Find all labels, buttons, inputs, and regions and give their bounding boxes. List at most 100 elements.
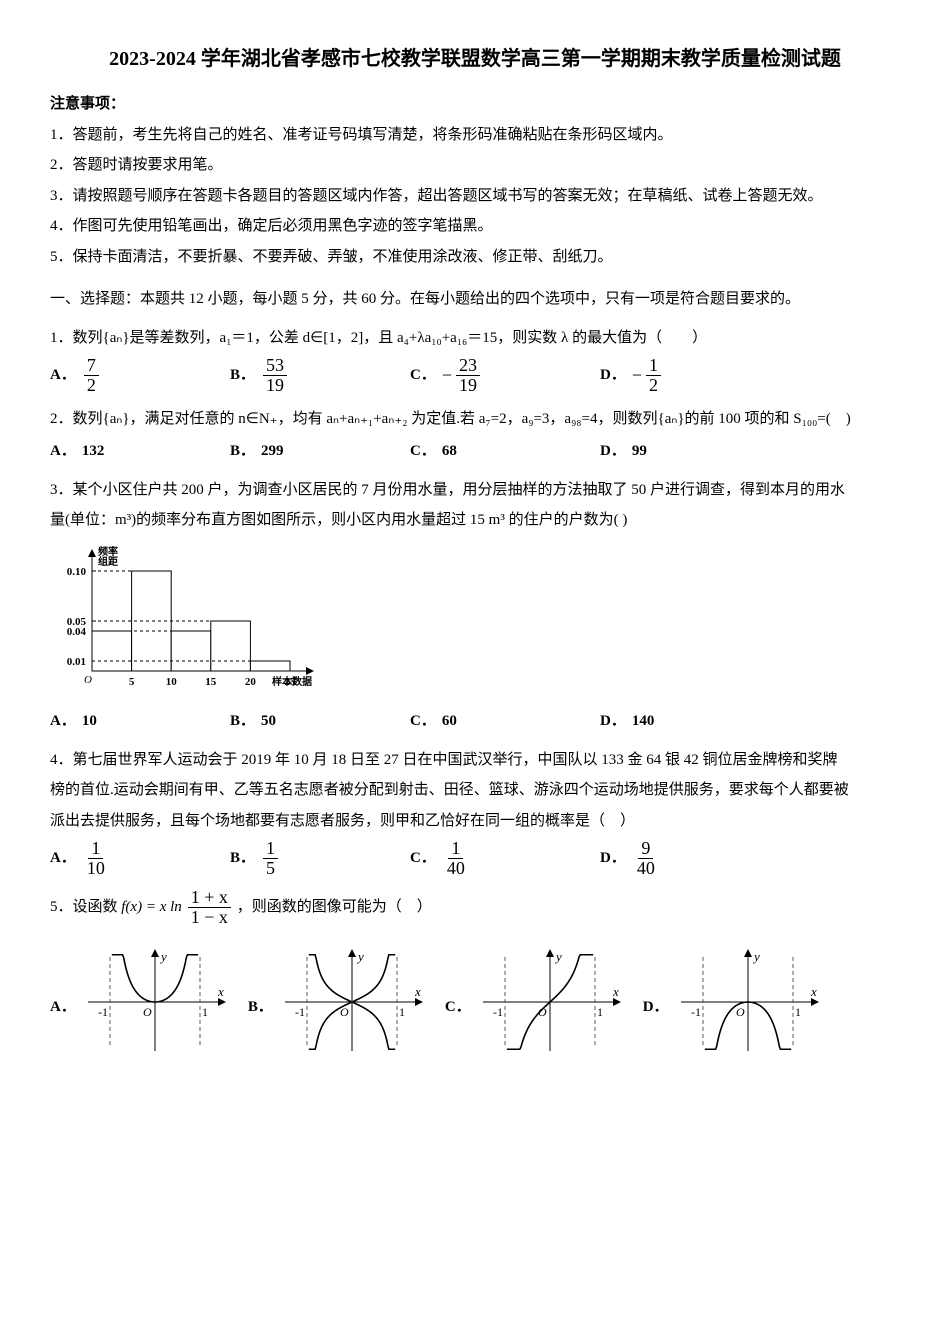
q5-pre: 5．设函数 [50,899,121,915]
option-label: D． [600,707,626,736]
q5-frac-num: 1 + x [188,888,231,908]
option-label: D． [600,361,626,390]
numerator: 1 [88,839,103,859]
option: D．99 [600,437,750,466]
option-label: B． [230,707,255,736]
q5-stem: 5．设函数 f(x) = x ln 1 + x 1 − x ，则函数的图像可能为… [50,888,900,927]
denominator: 10 [84,859,108,878]
svg-text:x: x [810,984,817,999]
svg-text:-1: -1 [295,1005,305,1019]
svg-text:O: O [84,674,92,686]
q2-stem: 2．数列{aₙ}，满足对任意的 n∈N₊，均有 aₙ+aₙ₊₁+aₙ₊₂ 为定值… [50,405,900,434]
svg-text:O: O [736,1005,745,1019]
q5-function: f(x) = x ln 1 + x 1 − x [121,888,233,927]
svg-text:-1: -1 [691,1005,701,1019]
option: B． 15 [230,839,410,878]
option-label: A． [50,993,76,1022]
svg-text:组距: 组距 [98,555,118,568]
svg-text:y: y [752,949,760,964]
minus-sign: − [442,358,452,392]
option-label: C． [410,361,436,390]
svg-text:1: 1 [597,1005,603,1019]
fraction: 110 [84,839,108,878]
fraction: 12 [646,356,661,395]
option-text: 299 [261,437,284,466]
option-label: D． [600,437,626,466]
q5-frac: 1 + x 1 − x [188,888,231,927]
page-title: 2023-2024 学年湖北省孝感市七校教学联盟数学高三第一学期期末教学质量检测… [50,40,900,78]
numerator: 23 [456,356,480,376]
minus-sign: − [632,358,642,392]
notice-item: 1．答题前，考生先将自己的姓名、准考证号码填写清楚，将条形码准确粘贴在条形码区域… [50,121,900,150]
denominator: 19 [263,376,287,395]
option-label: B． [230,844,255,873]
svg-text:0.10: 0.10 [67,566,87,578]
option-text: 60 [442,707,457,736]
numerator: 53 [263,356,287,376]
fraction: 140 [444,839,468,878]
notice-item: 3．请按照题号顺序在答题卡各题目的答题区域内作答，超出答题区域书写的答案无效；在… [50,182,900,211]
svg-text:y: y [356,949,364,964]
option: D．−12 [600,356,750,395]
svg-text:10: 10 [166,676,178,688]
svg-text:20: 20 [245,676,257,688]
option-label: A． [50,437,76,466]
q4-options: A．110B．15C．140D．940 [50,839,900,878]
numerator: 1 [263,839,278,859]
function-graph: -11Oxy [673,947,823,1068]
option: C．60 [410,707,600,736]
denominator: 5 [263,859,278,878]
fraction: 940 [634,839,658,878]
option: B．50 [230,707,410,736]
option-text: 68 [442,437,457,466]
svg-text:样本数据: 样本数据 [272,675,312,688]
denominator: 2 [84,376,99,395]
option-text: 140 [632,707,655,736]
q3-stem1: 3．某个小区住户共 200 户，为调查小区居民的 7 月份用水量，用分层抽样的方… [50,476,900,505]
svg-text:O: O [143,1005,152,1019]
svg-text:5: 5 [129,676,135,688]
option-label: B． [248,993,273,1022]
denominator: 40 [634,859,658,878]
option-label: C． [410,437,436,466]
function-graph: -11Oxy [80,947,230,1068]
svg-text:15: 15 [205,676,217,688]
q5-frac-den: 1 − x [188,908,231,927]
notice-head: 注意事项： [50,90,900,119]
q3-stem2: 量(单位：m³)的频率分布直方图如图所示，则小区内用水量超过 15 m³ 的住户… [50,506,900,535]
svg-text:y: y [159,949,167,964]
denominator: 19 [456,376,480,395]
histogram: 0.100.050.040.01510152025O频率组距样本数据 [50,543,900,704]
section-heading: 一、选择题：本题共 12 小题，每小题 5 分，共 60 分。在每小题给出的四个… [50,285,900,314]
svg-text:-1: -1 [493,1005,503,1019]
q5-fx: f(x) = x ln [121,893,182,922]
option-text: 99 [632,437,647,466]
denominator: 40 [444,859,468,878]
svg-text:x: x [217,984,224,999]
q3-options: A．10B．50C．60D．140 [50,707,900,736]
option-text: 10 [82,707,97,736]
option: B．299 [230,437,410,466]
option: A．110 [50,839,230,878]
notice-item: 5．保持卡面清洁，不要折暴、不要弄破、弄皱，不准使用涂改液、修正带、刮纸刀。 [50,243,900,272]
option-label: B． [230,361,255,390]
numerator: 1 [646,356,661,376]
fraction: 5319 [263,356,287,395]
svg-text:0.04: 0.04 [67,626,87,638]
option-text: 132 [82,437,105,466]
svg-text:x: x [612,984,619,999]
svg-text:y: y [554,949,562,964]
q1-options: A．72B．5319C．−2319D．−12 [50,356,900,395]
q5-graphs: A．-11OxyB．-11OxyC．-11OxyD．-11Oxy [50,947,900,1068]
fraction: 2319 [456,356,480,395]
option-label: A． [50,361,76,390]
graph-option: B．-11Oxy [248,947,427,1068]
option: A． 132 [50,437,230,466]
option: C．140 [410,839,600,878]
function-graph: -11Oxy [277,947,427,1068]
graph-option: C．-11Oxy [445,947,625,1068]
svg-text:1: 1 [202,1005,208,1019]
svg-text:0.01: 0.01 [67,656,86,668]
option-label: C． [445,993,471,1022]
numerator: 7 [84,356,99,376]
